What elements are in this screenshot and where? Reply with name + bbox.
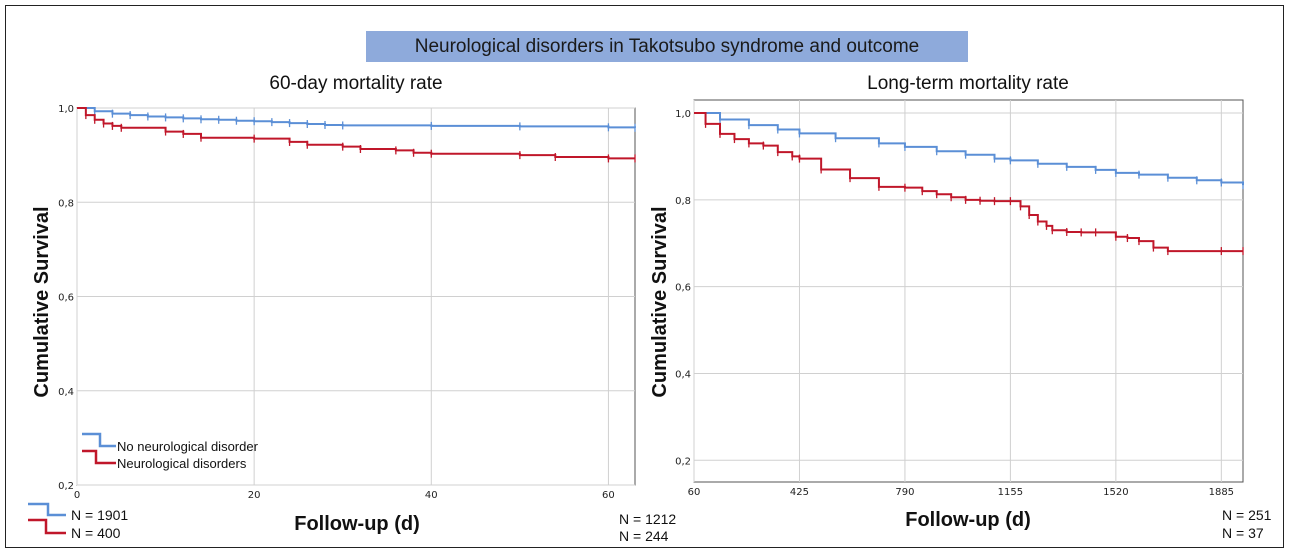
right-x-tick-label: 790 <box>895 487 914 498</box>
right-x-tick-label: 1520 <box>1103 487 1128 498</box>
n-end-right-neuro: N = 37 <box>1222 525 1264 541</box>
n-start-neuro: N = 400 <box>71 525 121 541</box>
n-at-risk-start: N = 1901 N = 400 <box>28 502 128 541</box>
left-y-tick-label: 0,8 <box>58 198 74 209</box>
figure-frame <box>5 5 1284 548</box>
right-y-tick-label: 0,8 <box>675 196 691 207</box>
n-start-no-neuro: N = 1901 <box>71 507 128 523</box>
n-end-left-no-neuro: N = 1212 <box>619 511 676 527</box>
right-x-tick-label: 425 <box>790 487 809 498</box>
left-x-tick-label: 20 <box>248 490 261 501</box>
n-line-neuro <box>28 518 66 535</box>
left-panel-title: 60-day mortality rate <box>269 73 442 94</box>
right-x-tick-label: 1885 <box>1209 487 1234 498</box>
right-y-tick-label: 0,6 <box>675 283 691 294</box>
left-x-tick-label: 0 <box>74 490 80 501</box>
left-y-tick-label: 0,2 <box>58 481 74 492</box>
right-x-tick-label: 60 <box>688 487 701 498</box>
n-line-no-neuro <box>28 502 66 517</box>
right-y-tick-label: 0,2 <box>675 456 691 467</box>
left-x-tick-label: 40 <box>425 490 438 501</box>
left-x-axis-label: Follow-up (d) <box>294 513 420 535</box>
left-x-tick-label: 60 <box>602 490 615 501</box>
left-y-tick-label: 0,6 <box>58 293 74 304</box>
legend-label-no-neuro: No neurological disorder <box>117 439 259 454</box>
right-plot-area: 0,2 0,4 0,6 0,8 1,0 60 425 790 1155 1520 1885 <box>675 99 1244 498</box>
left-plot-area: 0,2 0,4 0,6 0,8 1,0 0 20 40 60 <box>58 104 636 501</box>
figure-banner: Neurological disorders in Takotsubo synd… <box>366 31 968 62</box>
right-y-tick-label: 0,4 <box>675 369 691 380</box>
legend: No neurological disorder Neurological di… <box>82 432 259 471</box>
right-x-tick-label: 1155 <box>998 487 1023 498</box>
left-y-axis-label: Cumulative Survival <box>31 206 53 397</box>
n-end-right-no-neuro: N = 251 <box>1222 507 1272 523</box>
right-y-tick-label: 1,0 <box>675 109 691 120</box>
right-y-axis-label: Cumulative Survival <box>649 206 671 397</box>
left-y-tick-label: 1,0 <box>58 104 74 115</box>
right-panel-title: Long-term mortality rate <box>867 73 1069 94</box>
legend-label-neuro: Neurological disorders <box>117 456 247 471</box>
legend-line-neuro <box>82 449 116 465</box>
right-plot-frame <box>693 99 1244 483</box>
right-x-axis-label: Follow-up (d) <box>905 509 1031 531</box>
legend-line-no-neuro <box>82 432 116 448</box>
left-y-tick-label: 0,4 <box>58 387 74 398</box>
n-end-left-neuro: N = 244 <box>619 528 669 544</box>
